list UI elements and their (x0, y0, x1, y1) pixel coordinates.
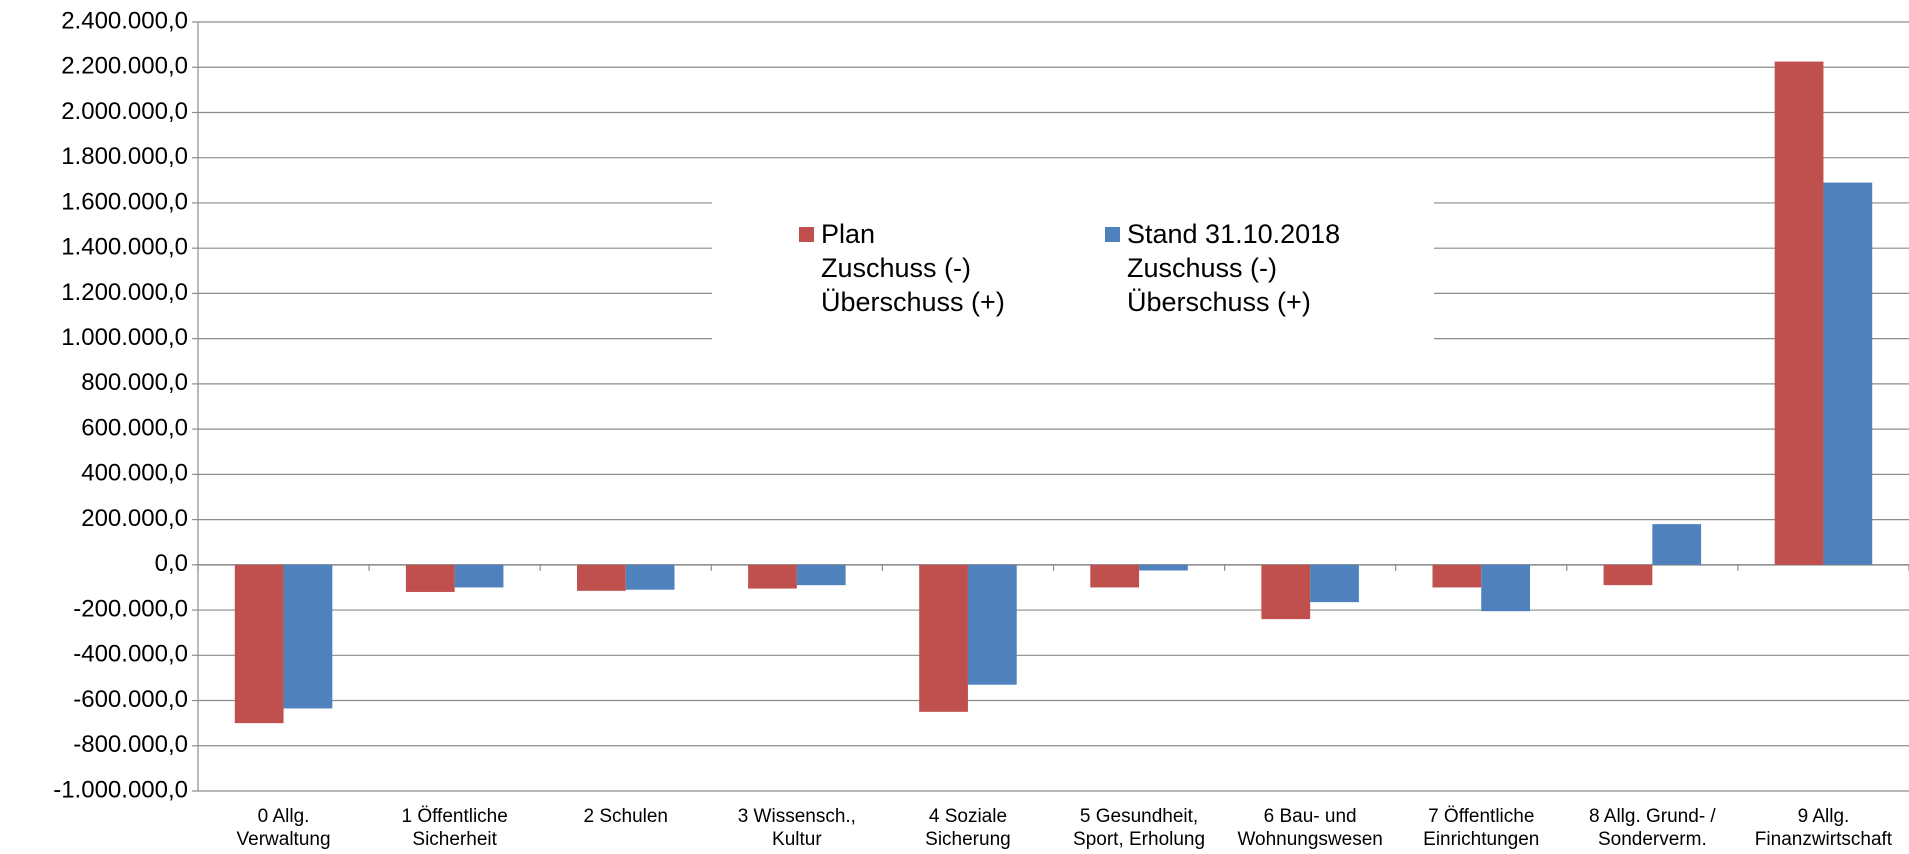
x-tick-label: Sonderverm. (1598, 829, 1707, 850)
x-tick-label: 9 Allg. (1798, 806, 1850, 827)
y-tick-label: 0,0 (155, 550, 188, 577)
bar (919, 564, 968, 712)
x-tick-label: 3 Wissensch., (738, 806, 856, 827)
x-tick-label: Sport, Erholung (1073, 829, 1205, 850)
x-tick-label: Sicherung (925, 829, 1011, 850)
x-tick-label: Verwaltung (237, 829, 331, 850)
x-tick-label: 7 Öffentliche (1428, 806, 1534, 827)
bar (576, 564, 626, 591)
y-tick-label: 1.400.000,0 (61, 234, 188, 261)
legend-label: Zuschuss (-) (821, 253, 971, 283)
legend-label: Überschuss (+) (1127, 287, 1311, 317)
x-tick-label: Wohnungswesen (1237, 829, 1382, 850)
bar (748, 564, 797, 589)
bar (625, 564, 675, 590)
y-tick-label: 2.200.000,0 (61, 53, 188, 80)
legend-label: Zuschuss (-) (1127, 253, 1277, 283)
x-tick-label: 4 Soziale (929, 806, 1007, 827)
x-tick-label: Sicherheit (412, 829, 497, 850)
x-tick-label: 8 Allg. Grund- / (1589, 806, 1716, 827)
bar (454, 564, 504, 588)
bar (234, 564, 284, 724)
y-tick-label: -800.000,0 (73, 731, 188, 758)
x-tick-label: Einrichtungen (1423, 829, 1539, 850)
y-tick-label: 200.000,0 (81, 505, 188, 532)
bar (1603, 564, 1653, 586)
bar (1774, 61, 1824, 565)
x-tick-label: Kultur (772, 829, 822, 850)
bar (1432, 564, 1482, 588)
x-tick-label: 6 Bau- und (1264, 806, 1357, 827)
bar (283, 564, 333, 709)
bar (1481, 564, 1531, 612)
y-tick-label: 1.000.000,0 (61, 324, 188, 351)
y-tick-label: 800.000,0 (81, 369, 188, 396)
x-tick-label: Finanzwirtschaft (1755, 829, 1893, 850)
y-tick-label: 2.400.000,0 (61, 7, 188, 34)
y-tick-label: 2.000.000,0 (61, 98, 188, 125)
bar (1261, 564, 1311, 620)
y-tick-label: 400.000,0 (81, 460, 188, 487)
bar (1310, 564, 1359, 603)
y-tick-label: 1.200.000,0 (61, 279, 188, 306)
y-tick-label: -1.000.000,0 (53, 776, 188, 803)
bar (967, 564, 1017, 685)
y-tick-label: -400.000,0 (73, 641, 188, 668)
legend-label: Stand 31.10.2018 (1127, 219, 1340, 249)
x-tick-label: 2 Schulen (583, 806, 668, 827)
bar (1090, 564, 1140, 588)
y-tick-label: 1.600.000,0 (61, 188, 188, 215)
legend-label: Überschuss (+) (821, 287, 1005, 317)
y-tick-label: 600.000,0 (81, 414, 188, 441)
x-tick-label: 5 Gesundheit, (1080, 806, 1198, 827)
legend-label: Plan (821, 219, 875, 249)
x-tick-label: 1 Öffentliche (401, 806, 507, 827)
bar (405, 564, 455, 592)
legend-background (712, 188, 1434, 342)
bar (1652, 524, 1702, 565)
legend-swatch (799, 227, 814, 242)
y-tick-label: 1.800.000,0 (61, 143, 188, 170)
bar (1139, 564, 1188, 571)
y-tick-label: -200.000,0 (73, 595, 188, 622)
y-tick-label: -600.000,0 (73, 686, 188, 713)
legend-swatch (1105, 227, 1120, 242)
bar (1823, 182, 1873, 565)
x-tick-label: 0 Allg. (258, 806, 310, 827)
bar (796, 564, 846, 586)
